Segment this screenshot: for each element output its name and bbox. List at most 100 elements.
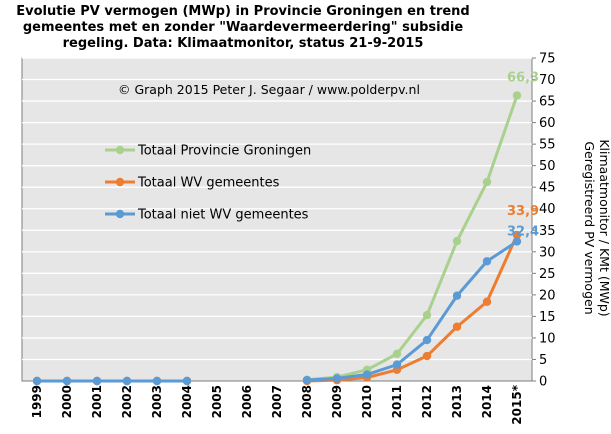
x-tick-group: 2011 bbox=[390, 385, 404, 418]
data-label: 33,9 bbox=[507, 204, 539, 219]
data-point bbox=[452, 322, 462, 331]
legend-swatch-marker bbox=[115, 209, 125, 219]
legend-item: Totaal niet WV gemeentes bbox=[105, 208, 309, 223]
x-tick-label: 2011 bbox=[390, 385, 404, 418]
series-line bbox=[306, 94, 519, 382]
legend-label: Totaal niet WV gemeentes bbox=[137, 208, 309, 223]
y-tick-label: 55 bbox=[539, 138, 556, 153]
series-group bbox=[32, 91, 522, 386]
grid-lines bbox=[22, 57, 532, 382]
y-tick-label: 35 bbox=[539, 224, 556, 239]
y-tick-label: 5 bbox=[539, 353, 547, 368]
data-point bbox=[362, 370, 372, 379]
y-axis-label-line-1: Geregistreerd PV vermogen bbox=[582, 141, 597, 314]
chart-title-line-3: regeling. Data: Klimaatmonitor, status 2… bbox=[63, 36, 424, 51]
y-tick-label: 25 bbox=[539, 267, 556, 282]
x-axis-ticks: 1999 2000 2001 2002 2003 2004 2005 2006 2007 2008… bbox=[30, 384, 524, 424]
legend-item: Totaal WV gemeentes bbox=[105, 176, 280, 191]
y-tick-label: 20 bbox=[539, 288, 556, 303]
x-tick-label: 1999 bbox=[30, 385, 44, 418]
data-point bbox=[152, 376, 162, 386]
x-tick-label: 2015* bbox=[510, 384, 524, 424]
x-tick-group: 1999 bbox=[30, 385, 44, 418]
data-point bbox=[392, 349, 402, 359]
x-tick-label: 2005 bbox=[210, 385, 224, 418]
y-tick-label: 75 bbox=[539, 52, 556, 67]
data-point bbox=[482, 257, 492, 266]
x-tick-label: 2006 bbox=[240, 385, 254, 418]
x-tick-group: 2004 bbox=[180, 385, 194, 418]
x-tick-label: 2004 bbox=[180, 385, 194, 418]
series-2 bbox=[32, 237, 522, 386]
x-tick-group: 2013 bbox=[450, 385, 464, 418]
x-tick-label: 2010 bbox=[360, 385, 374, 418]
x-tick-group: 2009 bbox=[330, 385, 344, 418]
legend-label: Totaal WV gemeentes bbox=[137, 176, 280, 191]
data-point bbox=[302, 375, 312, 385]
x-tick-label: 2007 bbox=[270, 385, 284, 418]
x-tick-label: 2013 bbox=[450, 385, 464, 418]
y-tick-label: 65 bbox=[539, 95, 556, 110]
x-tick-group: 2006 bbox=[240, 385, 254, 418]
x-tick-label: 2001 bbox=[90, 385, 104, 418]
data-label: 66,3 bbox=[507, 70, 539, 85]
x-tick-group: 2015* bbox=[510, 384, 524, 424]
data-point bbox=[512, 230, 522, 240]
x-tick-label: 2012 bbox=[420, 385, 434, 418]
data-point bbox=[422, 310, 432, 320]
data-point bbox=[512, 91, 522, 100]
chart-title-line-1: Evolutie PV vermogen (MWp) in Provincie … bbox=[16, 4, 469, 19]
x-tick-group: 2008 bbox=[300, 385, 314, 418]
x-tick-label: 2009 bbox=[330, 385, 344, 418]
y-axis-label-line-2: Klimaatmonitor / KMt (MWp) bbox=[597, 139, 611, 316]
x-tick-group: 2014 bbox=[480, 385, 494, 418]
y-tick-label: 45 bbox=[539, 181, 556, 196]
legend-label: Totaal Provincie Groningen bbox=[137, 144, 311, 159]
x-tick-group: 2003 bbox=[150, 385, 164, 418]
x-tick-label: 2014 bbox=[480, 385, 494, 418]
x-tick-group: 2007 bbox=[270, 385, 284, 418]
y-tick-label: 30 bbox=[539, 245, 556, 260]
y-tick-label: 40 bbox=[539, 202, 556, 217]
x-tick-group: 2001 bbox=[90, 385, 104, 418]
y-tick-label: 10 bbox=[539, 331, 556, 346]
y-tick-label: 50 bbox=[539, 159, 556, 174]
data-point bbox=[512, 237, 522, 246]
data-point bbox=[62, 376, 72, 386]
x-tick-label: 2003 bbox=[150, 385, 164, 418]
x-tick-label: 2000 bbox=[60, 385, 74, 418]
y-axis-ticks: 0 5 10 15 20 25 30 35 40 45 50 55 60 65 70 75 bbox=[532, 52, 556, 390]
legend-item: Totaal Provincie Groningen bbox=[105, 144, 311, 159]
series-line bbox=[306, 240, 518, 382]
x-tick-group: 2000 bbox=[60, 385, 74, 418]
data-point bbox=[422, 335, 432, 345]
legend: Totaal Provincie Groningen Totaal WV geme… bbox=[105, 144, 311, 223]
data-point bbox=[482, 297, 492, 306]
x-tick-group: 2012 bbox=[420, 385, 434, 418]
data-label: 32,4 bbox=[507, 224, 539, 239]
data-point bbox=[182, 376, 192, 386]
x-tick-label: 2002 bbox=[120, 385, 134, 418]
data-point bbox=[332, 374, 342, 383]
data-point bbox=[32, 376, 42, 386]
x-tick-label: 2008 bbox=[300, 385, 314, 418]
x-tick-group: 2005 bbox=[210, 385, 224, 418]
data-point bbox=[482, 177, 492, 187]
data-point bbox=[392, 360, 402, 369]
legend-swatch-marker bbox=[115, 145, 125, 155]
data-point bbox=[452, 291, 462, 300]
chart-title-line-2: gemeentes met en zonder "Waardevermeerde… bbox=[23, 20, 463, 35]
y-tick-label: 70 bbox=[539, 73, 556, 88]
data-point bbox=[122, 376, 132, 386]
data-point bbox=[452, 236, 462, 246]
data-point bbox=[92, 376, 102, 386]
x-tick-group: 2010 bbox=[360, 385, 374, 418]
x-tick-group: 2002 bbox=[120, 385, 134, 418]
data-labels: 66,3 33,9 32,4 bbox=[507, 70, 539, 239]
credit-text: © Graph 2015 Peter J. Segaar / www.polde… bbox=[118, 82, 420, 97]
data-point bbox=[422, 351, 432, 361]
chart-title: Evolutie PV vermogen (MWp) in Provincie … bbox=[16, 4, 469, 51]
y-tick-label: 60 bbox=[539, 116, 556, 131]
series-line bbox=[306, 234, 519, 383]
